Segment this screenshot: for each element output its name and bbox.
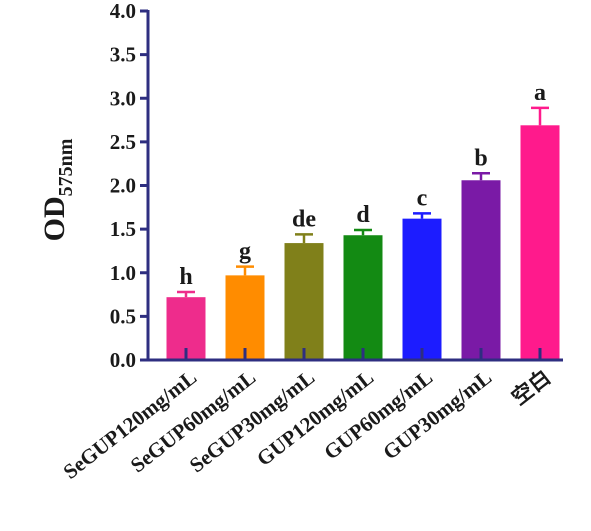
x-tick-label: 空白 [507, 365, 555, 410]
y-tick-label: 1.0 [110, 261, 136, 285]
bar [284, 243, 324, 360]
significance-label: c [417, 185, 428, 211]
significance-label: d [356, 202, 370, 228]
significance-label: g [239, 239, 251, 265]
bar [461, 180, 501, 360]
bar [343, 235, 383, 360]
y-tick-label: 3.0 [110, 86, 136, 110]
significance-label: h [179, 264, 192, 290]
y-tick-label: 2.5 [110, 130, 136, 154]
y-tick-label: 0.0 [110, 348, 136, 372]
y-tick-label: 2.0 [110, 174, 136, 198]
y-axis-label: OD575nm [38, 138, 77, 241]
y-axis-label-subscript: 575nm [55, 138, 77, 196]
significance-label: a [534, 80, 546, 106]
significance-labels: h g de d c b a [179, 80, 546, 290]
y-ticks: 0.0 0.5 1.0 1.5 2.0 2.5 3.0 3.5 4.0 [110, 0, 148, 372]
x-tick-labels: SeGUP120mg/mLSeGUP60mg/mLSeGUP30mg/mLGUP… [59, 365, 556, 484]
significance-label: b [474, 145, 487, 171]
y-tick-label: 0.5 [110, 304, 136, 328]
y-tick-label: 1.5 [110, 217, 136, 241]
significance-label: de [292, 206, 316, 232]
axes [146, 10, 563, 362]
bars [166, 125, 560, 360]
error-bars [177, 106, 549, 298]
bar [402, 218, 442, 360]
y-tick-label: 4.0 [110, 0, 136, 23]
y-tick-label: 3.5 [110, 43, 136, 67]
bar [225, 275, 265, 360]
y-axis-label-main: OD [38, 196, 71, 241]
svg-text:OD575nm: OD575nm [38, 138, 77, 241]
bar [520, 125, 560, 360]
